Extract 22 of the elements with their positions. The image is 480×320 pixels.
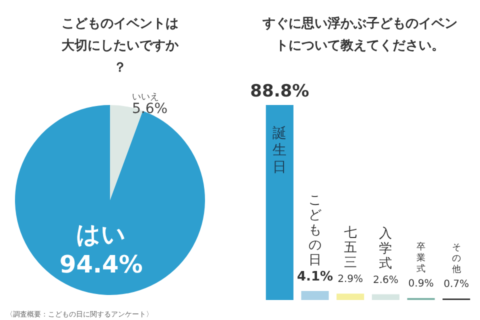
x-tick-label: こどもの日 — [308, 192, 322, 268]
x-tick-label: 卒業式 — [416, 242, 426, 275]
data-label: 2.9% — [338, 274, 364, 286]
data-label: 0.7% — [444, 278, 470, 290]
bar — [372, 294, 400, 300]
chart-title: すぐに思い浮かぶ子どものイベントについて教えてください。 — [262, 16, 458, 54]
data-label: 94.4% — [60, 250, 143, 279]
x-tick-label: その他 — [452, 242, 461, 275]
bar — [301, 290, 329, 300]
data-label: 88.8% — [250, 82, 310, 102]
data-label: 4.1% — [296, 269, 334, 284]
data-label: 0.9% — [408, 278, 434, 290]
bar — [336, 294, 364, 300]
x-tick-label: 入学式 — [379, 226, 392, 272]
bar — [266, 105, 294, 300]
data-label: 2.6% — [372, 274, 398, 286]
x-tick-label: 七五三 — [344, 226, 357, 271]
x-tick-label: 誕生日 — [272, 126, 287, 176]
data-label: 5.6% — [132, 100, 168, 117]
chart-title: こどものイベントは大切にしたいですか？ — [62, 16, 180, 76]
slice-label: はい — [76, 220, 126, 249]
slice-label: いいえ — [132, 92, 159, 102]
